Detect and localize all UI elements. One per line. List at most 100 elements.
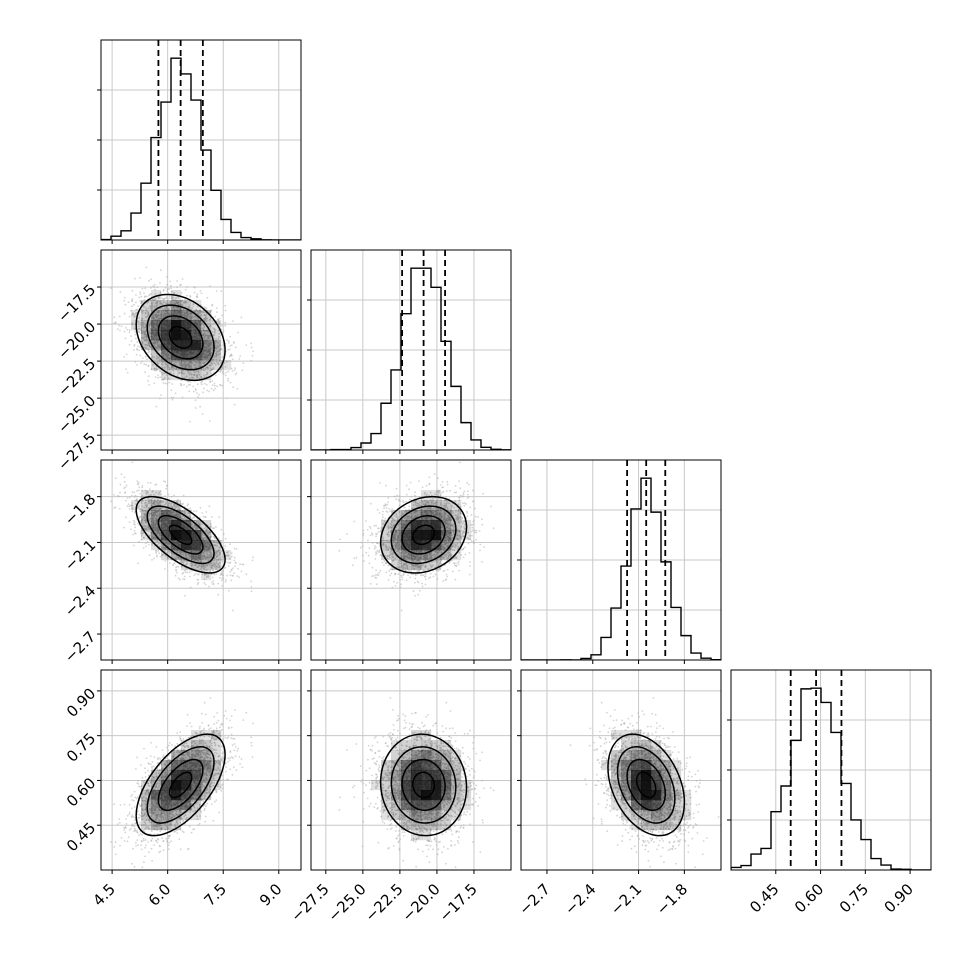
density-cell bbox=[201, 370, 212, 381]
scatter-point bbox=[160, 394, 162, 396]
scatter-point bbox=[219, 348, 221, 351]
scatter-point bbox=[194, 361, 197, 363]
scatter-point bbox=[161, 373, 164, 376]
scatter-point bbox=[159, 545, 161, 548]
scatter-point bbox=[167, 292, 170, 294]
scatter-point bbox=[145, 521, 148, 524]
scatter-point bbox=[170, 365, 173, 368]
scatter-point bbox=[132, 533, 134, 536]
scatter-point bbox=[211, 539, 214, 542]
scatter-point bbox=[201, 533, 204, 535]
scatter-point bbox=[188, 515, 190, 518]
scatter-point bbox=[149, 332, 152, 335]
scatter-point bbox=[149, 305, 152, 308]
scatter-point bbox=[226, 574, 229, 577]
scatter-point bbox=[144, 371, 147, 374]
panel-frame bbox=[100, 39, 302, 241]
scatter-point bbox=[233, 342, 236, 344]
scatter-point bbox=[228, 342, 230, 344]
scatter-point bbox=[190, 564, 193, 567]
scatter-point bbox=[194, 407, 197, 409]
scatter-point bbox=[166, 312, 169, 314]
scatter-point bbox=[202, 334, 205, 337]
scatter-point bbox=[157, 346, 160, 349]
scatter-point bbox=[187, 553, 190, 556]
scatter-point bbox=[186, 294, 189, 297]
scatter-point bbox=[227, 379, 230, 382]
scatter-point bbox=[119, 491, 121, 494]
scatter-point bbox=[188, 390, 191, 393]
scatter-point bbox=[157, 499, 159, 501]
scatter-point bbox=[134, 523, 136, 526]
scatter-point bbox=[206, 336, 209, 339]
scatter-point bbox=[215, 555, 218, 558]
scatter-point bbox=[184, 512, 187, 515]
scatter-point bbox=[195, 295, 198, 298]
scatter-point bbox=[148, 342, 151, 345]
scatter-point bbox=[165, 354, 167, 357]
scatter-point bbox=[153, 508, 156, 511]
scatter-point bbox=[188, 377, 191, 380]
scatter-point bbox=[145, 315, 148, 318]
scatter-point bbox=[205, 320, 208, 322]
scatter-point bbox=[204, 334, 207, 337]
scatter-point bbox=[139, 510, 142, 513]
scatter-point bbox=[139, 531, 142, 533]
scatter-point bbox=[215, 560, 218, 563]
scatter-point bbox=[237, 331, 240, 334]
scatter-point bbox=[139, 321, 142, 324]
scatter-point bbox=[221, 570, 224, 573]
scatter-point bbox=[136, 500, 139, 503]
scatter-point bbox=[166, 484, 168, 487]
scatter-point bbox=[143, 292, 145, 295]
scatter-point bbox=[149, 529, 152, 531]
scatter-point bbox=[132, 519, 135, 522]
scatter-point bbox=[205, 564, 208, 566]
scatter-point bbox=[159, 376, 162, 378]
scatter-point bbox=[209, 564, 212, 567]
scatter-point bbox=[206, 543, 209, 546]
scatter-point bbox=[150, 520, 153, 523]
scatter-point bbox=[225, 579, 227, 581]
scatter-point bbox=[188, 361, 191, 363]
scatter-point bbox=[157, 493, 160, 495]
scatter-point bbox=[206, 296, 209, 299]
scatter-point bbox=[161, 553, 163, 556]
scatter-point bbox=[190, 360, 192, 363]
scatter-point bbox=[182, 366, 184, 369]
scatter-point bbox=[209, 325, 212, 327]
scatter-point bbox=[159, 361, 161, 363]
scatter-point bbox=[156, 497, 159, 500]
scatter-point bbox=[144, 346, 147, 349]
scatter-point bbox=[141, 499, 144, 502]
scatter-point bbox=[229, 570, 232, 573]
scatter-point bbox=[131, 305, 134, 308]
scatter-point bbox=[185, 568, 188, 570]
scatter-point bbox=[135, 353, 138, 356]
scatter-point bbox=[136, 490, 139, 492]
scatter-point bbox=[155, 347, 158, 349]
scatter-point bbox=[251, 559, 254, 562]
scatter-point bbox=[184, 559, 187, 562]
scatter-point bbox=[157, 509, 160, 511]
scatter-point bbox=[110, 287, 112, 289]
scatter-point bbox=[165, 302, 168, 305]
scatter-point bbox=[175, 368, 178, 371]
scatter-point bbox=[219, 577, 221, 579]
scatter-point bbox=[138, 517, 141, 520]
scatter-point bbox=[161, 366, 164, 369]
scatter-point bbox=[153, 493, 155, 496]
scatter-point bbox=[205, 318, 208, 320]
scatter-point bbox=[183, 313, 186, 315]
scatter-point bbox=[209, 310, 212, 313]
scatter-point bbox=[203, 566, 206, 569]
scatter-point bbox=[211, 346, 214, 349]
scatter-point bbox=[149, 299, 152, 302]
scatter-point bbox=[127, 301, 130, 304]
scatter-point bbox=[209, 364, 211, 367]
scatter-point bbox=[204, 339, 206, 341]
scatter-point bbox=[144, 326, 147, 329]
scatter-point bbox=[218, 546, 221, 549]
scatter-point bbox=[212, 358, 215, 361]
scatter-point bbox=[165, 307, 168, 309]
